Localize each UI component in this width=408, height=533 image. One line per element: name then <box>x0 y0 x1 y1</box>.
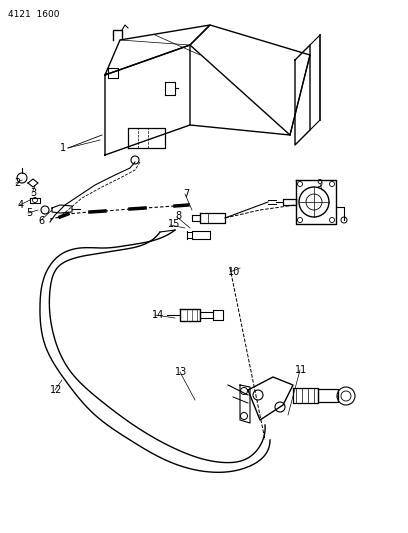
Text: 2: 2 <box>14 178 20 188</box>
Text: 3: 3 <box>30 188 36 198</box>
Text: 14: 14 <box>152 310 164 320</box>
Text: 8: 8 <box>175 211 181 221</box>
Text: 4: 4 <box>18 200 24 210</box>
Text: 4121  1600: 4121 1600 <box>8 10 60 19</box>
Text: 7: 7 <box>183 189 189 199</box>
Text: 15: 15 <box>168 219 180 229</box>
Text: 9: 9 <box>316 179 322 189</box>
Text: 11: 11 <box>295 365 307 375</box>
Text: 10: 10 <box>228 267 240 277</box>
Text: 13: 13 <box>175 367 187 377</box>
Text: 12: 12 <box>50 385 62 395</box>
Text: 1: 1 <box>60 143 66 153</box>
Text: 6: 6 <box>38 216 44 226</box>
Text: 5: 5 <box>26 208 32 218</box>
